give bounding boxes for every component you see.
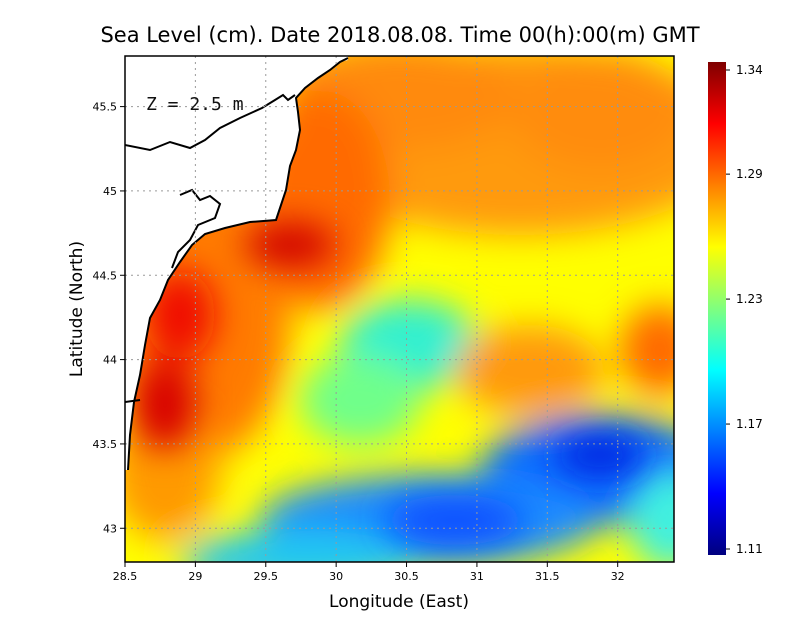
field-blob [385, 495, 525, 545]
plot-area [125, 56, 674, 562]
x-tick-label: 31 [470, 570, 484, 583]
field-blob [455, 325, 605, 415]
coastline-inner [125, 93, 296, 152]
field-blob [510, 56, 674, 170]
x-axis-label: Longitude (East) [329, 592, 469, 612]
y-tick-label: 45.5 [93, 101, 118, 114]
colorbar-ticks: 1.34 1.29 1.23 1.17 1.11 [726, 63, 763, 556]
x-axis: 28.5 29 29.5 30 30.5 31 31.5 32 [113, 562, 625, 583]
depth-label: Z = 2.5 m [146, 94, 244, 115]
grid [125, 56, 674, 562]
x-tick-label: 28.5 [113, 570, 138, 583]
x-tick-label: 32 [611, 570, 625, 583]
colorbar-tick-label: 1.11 [736, 542, 763, 556]
y-axis: 43 43.5 44 44.5 45 45.5 [93, 101, 125, 535]
colorbar-tick-label: 1.23 [736, 292, 763, 306]
field-blob [245, 223, 335, 267]
colorbar [708, 62, 726, 555]
x-tick-label: 29 [188, 570, 202, 583]
x-tick-label: 30.5 [394, 570, 419, 583]
field-blob [300, 355, 420, 445]
x-tick-label: 29.5 [254, 570, 279, 583]
field-blob [620, 305, 674, 395]
land-coast-strip [283, 80, 292, 98]
colorbar-tick-label: 1.17 [736, 417, 763, 431]
y-tick-label: 45 [103, 185, 117, 198]
y-axis-label: Latitude (North) [67, 241, 87, 377]
field-blob [133, 360, 197, 450]
map-title: Sea Level (cm). Date 2018.08.08. Time 00… [100, 23, 699, 47]
field-blob [555, 435, 645, 475]
y-tick-label: 43 [103, 522, 117, 535]
x-tick-label: 30 [329, 570, 343, 583]
colorbar-tick-label: 1.34 [736, 63, 763, 77]
y-tick-label: 44 [103, 354, 117, 367]
field-blob [180, 530, 420, 562]
plot-frame [124, 55, 675, 563]
x-tick-label: 31.5 [535, 570, 560, 583]
field-blob [630, 470, 674, 562]
coastline-inner [125, 399, 141, 403]
y-tick-label: 44.5 [93, 269, 118, 282]
coastline [127, 57, 349, 471]
coastline-inner [171, 188, 222, 269]
y-tick-label: 43.5 [93, 438, 118, 451]
colorbar-tick-label: 1.29 [736, 167, 763, 181]
